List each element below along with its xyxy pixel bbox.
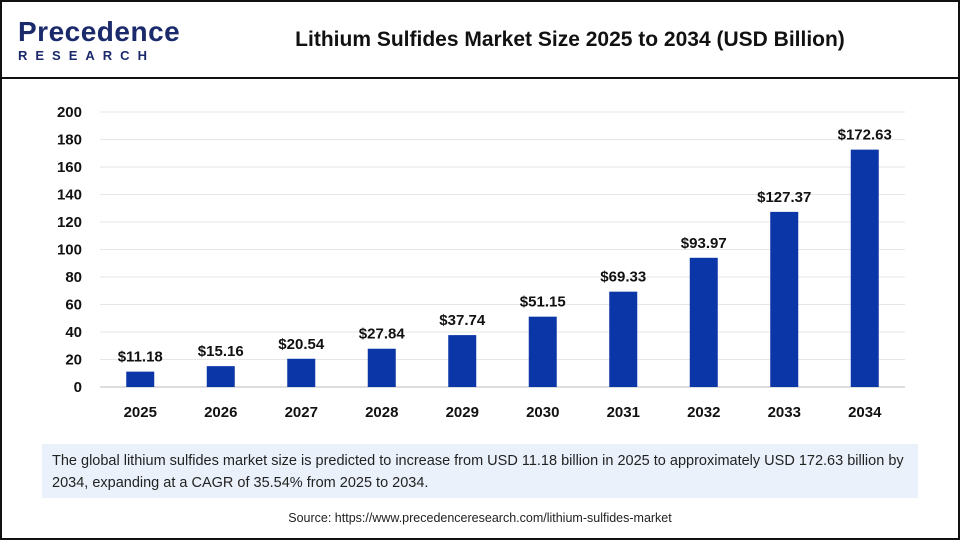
x-tick-label: 2026 [204,404,237,421]
y-tick-label: 0 [74,379,82,396]
y-tick-label: 80 [65,269,82,286]
data-label: $11.18 [118,349,163,366]
bar [528,316,557,387]
x-tick-label: 2033 [768,404,801,421]
source-text: Source: https://www.precedenceresearch.c… [288,511,672,525]
data-label: $127.37 [757,189,811,206]
y-tick-label: 100 [57,242,82,259]
x-tick-label: 2029 [446,404,479,421]
y-tick-label: 180 [57,132,82,149]
bar [689,257,718,387]
data-label: $20.54 [278,336,325,353]
data-label: $93.97 [681,235,727,252]
bar [609,291,638,387]
y-tick-label: 160 [57,159,82,176]
data-label: $27.84 [359,326,406,343]
y-tick-label: 20 [65,352,82,369]
brand-name: Precedence [18,16,181,47]
bar [448,335,477,387]
x-tick-label: 2034 [848,404,882,421]
data-label: $172.63 [838,127,892,144]
x-tick-label: 2027 [285,404,318,421]
x-tick-label: 2031 [607,404,640,421]
data-label: $69.33 [600,269,646,286]
brand-sub: RESEARCH [18,48,155,63]
bar-chart: 0 20 40 60 80 100 120 140 160 180 200 $11.18 2025 $15… [57,104,905,421]
y-tick-label: 60 [65,297,82,314]
data-label: $15.16 [198,343,244,360]
y-tick-label: 120 [57,214,82,231]
bar [126,371,155,387]
bar [287,358,316,387]
x-tick-label: 2028 [365,404,398,421]
data-label: $37.74 [439,312,486,329]
y-tick-label: 40 [65,324,82,341]
chart-title: Lithium Sulfides Market Size 2025 to 203… [295,28,845,51]
x-tick-label: 2030 [526,404,559,421]
divider [2,77,958,79]
summary-note: The global lithium sulfides market size … [42,444,918,498]
x-tick-label: 2025 [124,404,157,421]
y-tick-label: 140 [57,187,82,204]
bar [850,149,879,387]
bar [770,211,799,387]
bar [206,366,235,387]
bar [367,348,396,387]
y-tick-label: 200 [57,104,82,121]
x-tick-label: 2032 [687,404,720,421]
data-label: $51.15 [520,294,566,311]
brand-logo: Precedence RESEARCH [18,16,181,64]
